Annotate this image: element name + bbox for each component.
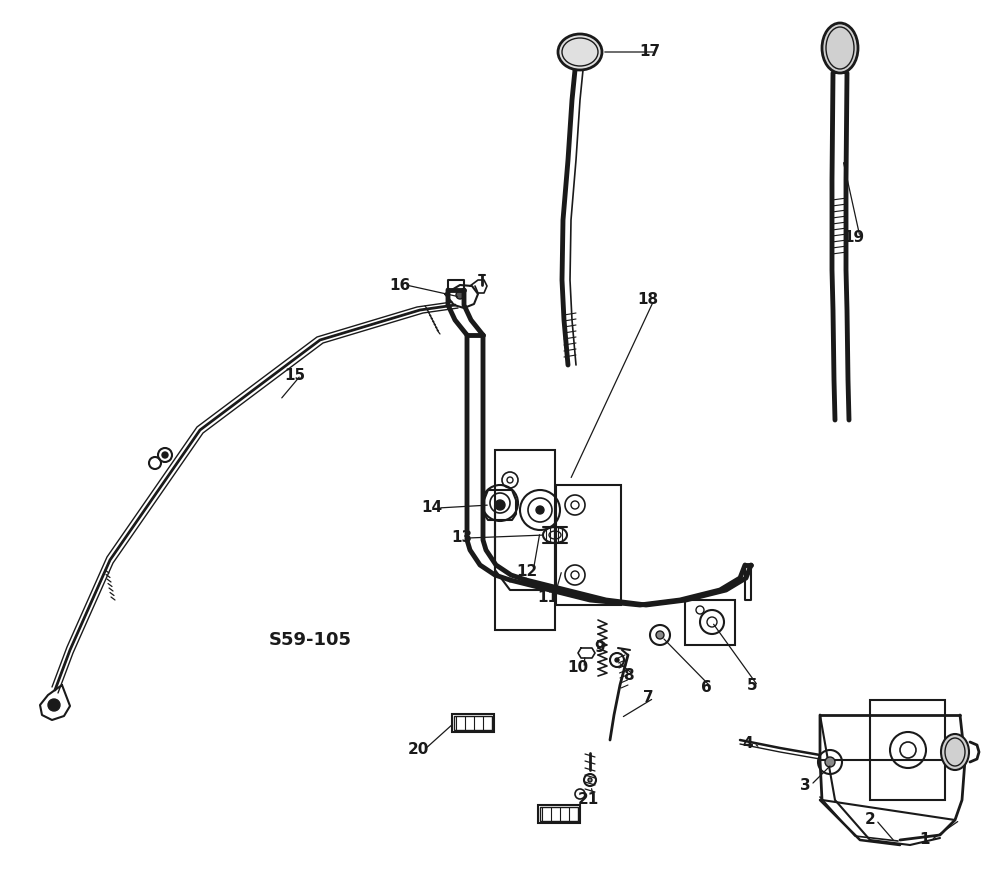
Circle shape [588, 778, 592, 782]
Bar [454, 716, 492, 730]
Ellipse shape [558, 34, 602, 70]
Bar [538, 805, 580, 823]
Text: 7: 7 [643, 690, 653, 705]
Text: 14: 14 [421, 500, 443, 515]
Bar [685, 600, 735, 645]
Text: 18: 18 [637, 293, 659, 308]
Text: 5: 5 [747, 679, 757, 694]
Text: 11: 11 [538, 591, 558, 606]
Bar [556, 485, 621, 605]
Text: 9: 9 [595, 641, 605, 656]
Text: S59-105: S59-105 [268, 631, 352, 649]
Text: 8: 8 [623, 667, 633, 682]
Text: 4: 4 [743, 735, 753, 751]
Text: 6: 6 [701, 681, 711, 696]
Text: 13: 13 [451, 530, 473, 545]
Text: 15: 15 [284, 368, 306, 383]
Circle shape [615, 658, 619, 662]
Circle shape [495, 500, 505, 510]
Circle shape [48, 699, 60, 711]
Text: 12: 12 [516, 565, 538, 580]
Text: 3: 3 [800, 778, 810, 792]
Text: 1: 1 [920, 833, 930, 848]
Circle shape [456, 291, 464, 299]
Bar [452, 714, 494, 732]
Text: 16: 16 [389, 278, 411, 293]
Ellipse shape [822, 23, 858, 73]
Ellipse shape [941, 734, 969, 770]
Text: 2: 2 [865, 812, 875, 827]
Bar [870, 700, 945, 800]
Text: 10: 10 [567, 660, 589, 675]
Text: 19: 19 [843, 230, 865, 245]
Text: 21: 21 [577, 792, 599, 807]
Bar [495, 450, 555, 630]
Text: 20: 20 [407, 743, 429, 758]
Circle shape [656, 631, 664, 639]
Text: 17: 17 [639, 44, 661, 59]
Circle shape [825, 757, 835, 767]
Bar [540, 807, 578, 821]
Circle shape [536, 506, 544, 514]
Circle shape [162, 452, 168, 458]
